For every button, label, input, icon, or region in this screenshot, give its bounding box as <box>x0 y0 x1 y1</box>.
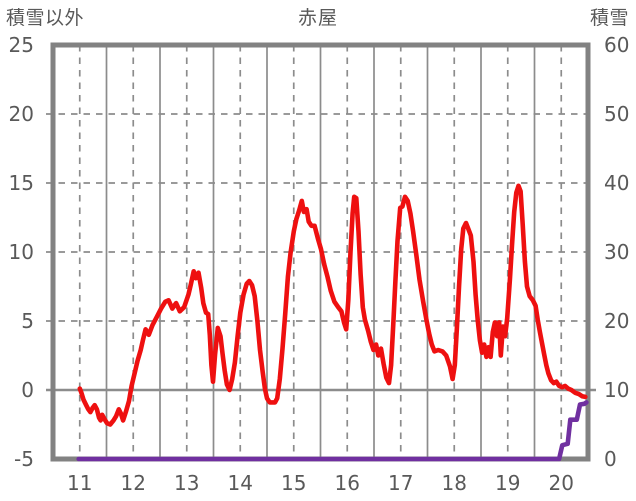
x-axis-tick-label: 18 <box>442 471 467 495</box>
x-axis-tick-label: 20 <box>549 471 574 495</box>
purple-line-series <box>76 400 589 462</box>
left-axis-tick-label: 15 <box>9 171 34 195</box>
chart-title: 赤屋 <box>297 7 338 29</box>
left-axis-tick-label: 20 <box>9 102 34 126</box>
right-axis-tick-label: 0 <box>604 447 617 471</box>
x-axis-tick-label: 11 <box>67 471 92 495</box>
right-axis-tick-label: 40 <box>604 171 629 195</box>
x-axis-tick-label: 16 <box>335 471 360 495</box>
right-axis-title: 積雪 <box>589 7 629 29</box>
red-line-series <box>77 183 588 427</box>
right-axis-tick-label: 60 <box>604 33 629 57</box>
x-axis-tick-label: 13 <box>174 471 199 495</box>
x-axis-tick-label: 12 <box>121 471 146 495</box>
left-axis-tick-label: 5 <box>21 309 34 333</box>
x-axis-tick-label: 14 <box>228 471 253 495</box>
left-axis-tick-label: -5 <box>14 447 34 471</box>
right-axis-tick-label: 30 <box>604 240 629 264</box>
x-axis-tick-label: 17 <box>388 471 413 495</box>
left-axis-tick-label: 10 <box>9 240 34 264</box>
right-axis-tick-label: 20 <box>604 309 629 333</box>
right-axis-tick-label: 10 <box>604 378 629 402</box>
x-axis-tick-label: 15 <box>281 471 306 495</box>
left-axis-tick-label: 0 <box>21 378 34 402</box>
left-axis-title: 積雪以外 <box>6 7 85 29</box>
x-axis-tick-label: 19 <box>495 471 520 495</box>
right-axis-tick-label: 50 <box>604 102 629 126</box>
left-axis-tick-label: 25 <box>9 33 34 57</box>
